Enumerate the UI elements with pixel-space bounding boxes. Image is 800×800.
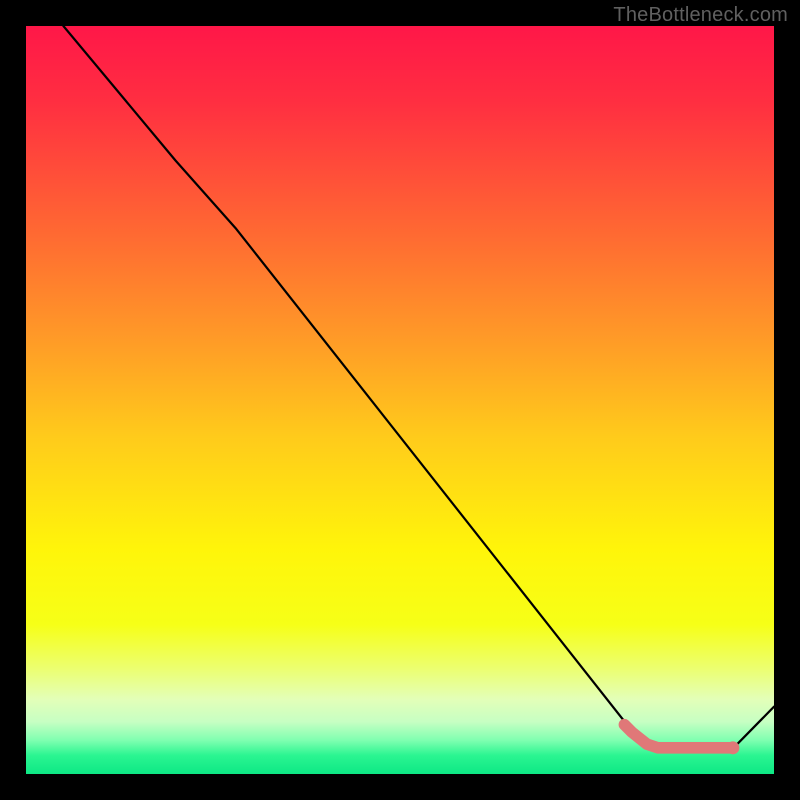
chart-svg — [26, 26, 774, 774]
marker-end-dot — [726, 741, 739, 754]
watermark-text: TheBottleneck.com — [613, 4, 788, 27]
chart-gradient-background — [26, 26, 774, 774]
chart-plot-area — [26, 26, 774, 774]
